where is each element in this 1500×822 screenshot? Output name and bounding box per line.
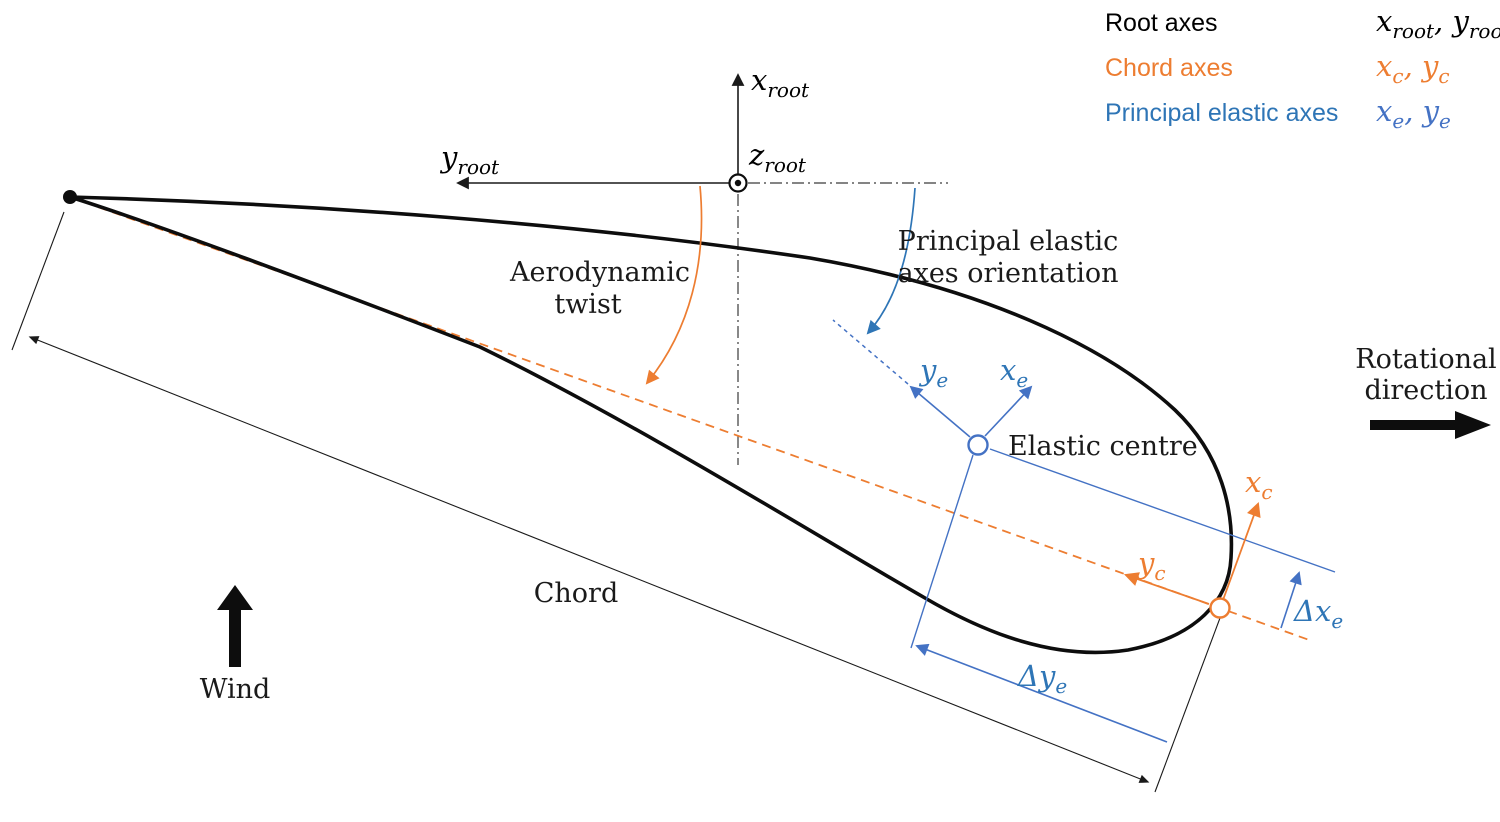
chord-origin-point bbox=[1209, 597, 1231, 619]
rotational-direction-label-line1: Rotational bbox=[1355, 344, 1496, 375]
elastic-chord-perpendicular-line bbox=[910, 454, 974, 649]
chord-extension-line-left bbox=[11, 211, 65, 351]
elastic-orientation-arc-arrow bbox=[866, 187, 916, 335]
ye-axis-arrow bbox=[909, 385, 971, 438]
legend-chord-label: Chord axes bbox=[1105, 54, 1233, 82]
yc-label: yc bbox=[1136, 546, 1166, 585]
z-root-origin-dot bbox=[734, 179, 742, 187]
aerodynamic-twist-label-line2: twist bbox=[554, 289, 621, 320]
chord-label: Chord bbox=[534, 578, 619, 609]
xc-axis-arrow bbox=[1222, 501, 1261, 601]
wind-label: Wind bbox=[200, 674, 271, 705]
delta-xe-label: Δxe bbox=[1293, 594, 1343, 633]
legend-chord-symbols: xc, yc bbox=[1376, 49, 1450, 88]
legend-elastic-label: Principal elastic axes bbox=[1105, 99, 1338, 127]
legend-root-label: Root axes bbox=[1105, 9, 1218, 37]
xe-label: xe bbox=[1000, 353, 1028, 392]
legend-elastic-symbols: xe, ye bbox=[1376, 94, 1451, 133]
y-root-label: yroot bbox=[439, 140, 500, 179]
elastic-centre-label: Elastic centre bbox=[1008, 431, 1198, 462]
principal-orientation-label-line2: axes orientation bbox=[898, 258, 1119, 289]
chord-dimension-line bbox=[28, 336, 1150, 783]
elastic-centre-point bbox=[967, 434, 989, 456]
x-root-label: xroot bbox=[751, 63, 810, 102]
trailing-edge-point bbox=[63, 190, 77, 204]
legend-root-symbols: xroot, yroot bbox=[1376, 4, 1500, 43]
z-root-label: zroot bbox=[748, 138, 807, 177]
rotational-direction-arrow bbox=[1370, 411, 1491, 439]
ye-axis-dotted-extension bbox=[832, 319, 909, 385]
principal-orientation-label-line1: Principal elastic bbox=[898, 226, 1119, 257]
xc-label: xc bbox=[1245, 465, 1273, 504]
delta-ye-dimension-line bbox=[915, 643, 1168, 743]
aerodynamic-twist-label-line1: Aerodynamic bbox=[509, 257, 690, 288]
wind-arrow bbox=[217, 585, 253, 667]
delta-xe-dimension-arrow bbox=[1280, 571, 1302, 629]
ye-label: ye bbox=[918, 353, 948, 392]
rotational-direction-label-line2: direction bbox=[1364, 375, 1487, 406]
xe-axis-arrow bbox=[984, 385, 1033, 437]
aerodynamic-twist-arc-arrow bbox=[645, 185, 703, 385]
chord-extension-line-right bbox=[1154, 617, 1221, 793]
yc-axis-arrow bbox=[1123, 572, 1210, 605]
elastic-chord-parallel-line bbox=[989, 448, 1336, 573]
delta-ye-label: Δye bbox=[1017, 659, 1067, 698]
